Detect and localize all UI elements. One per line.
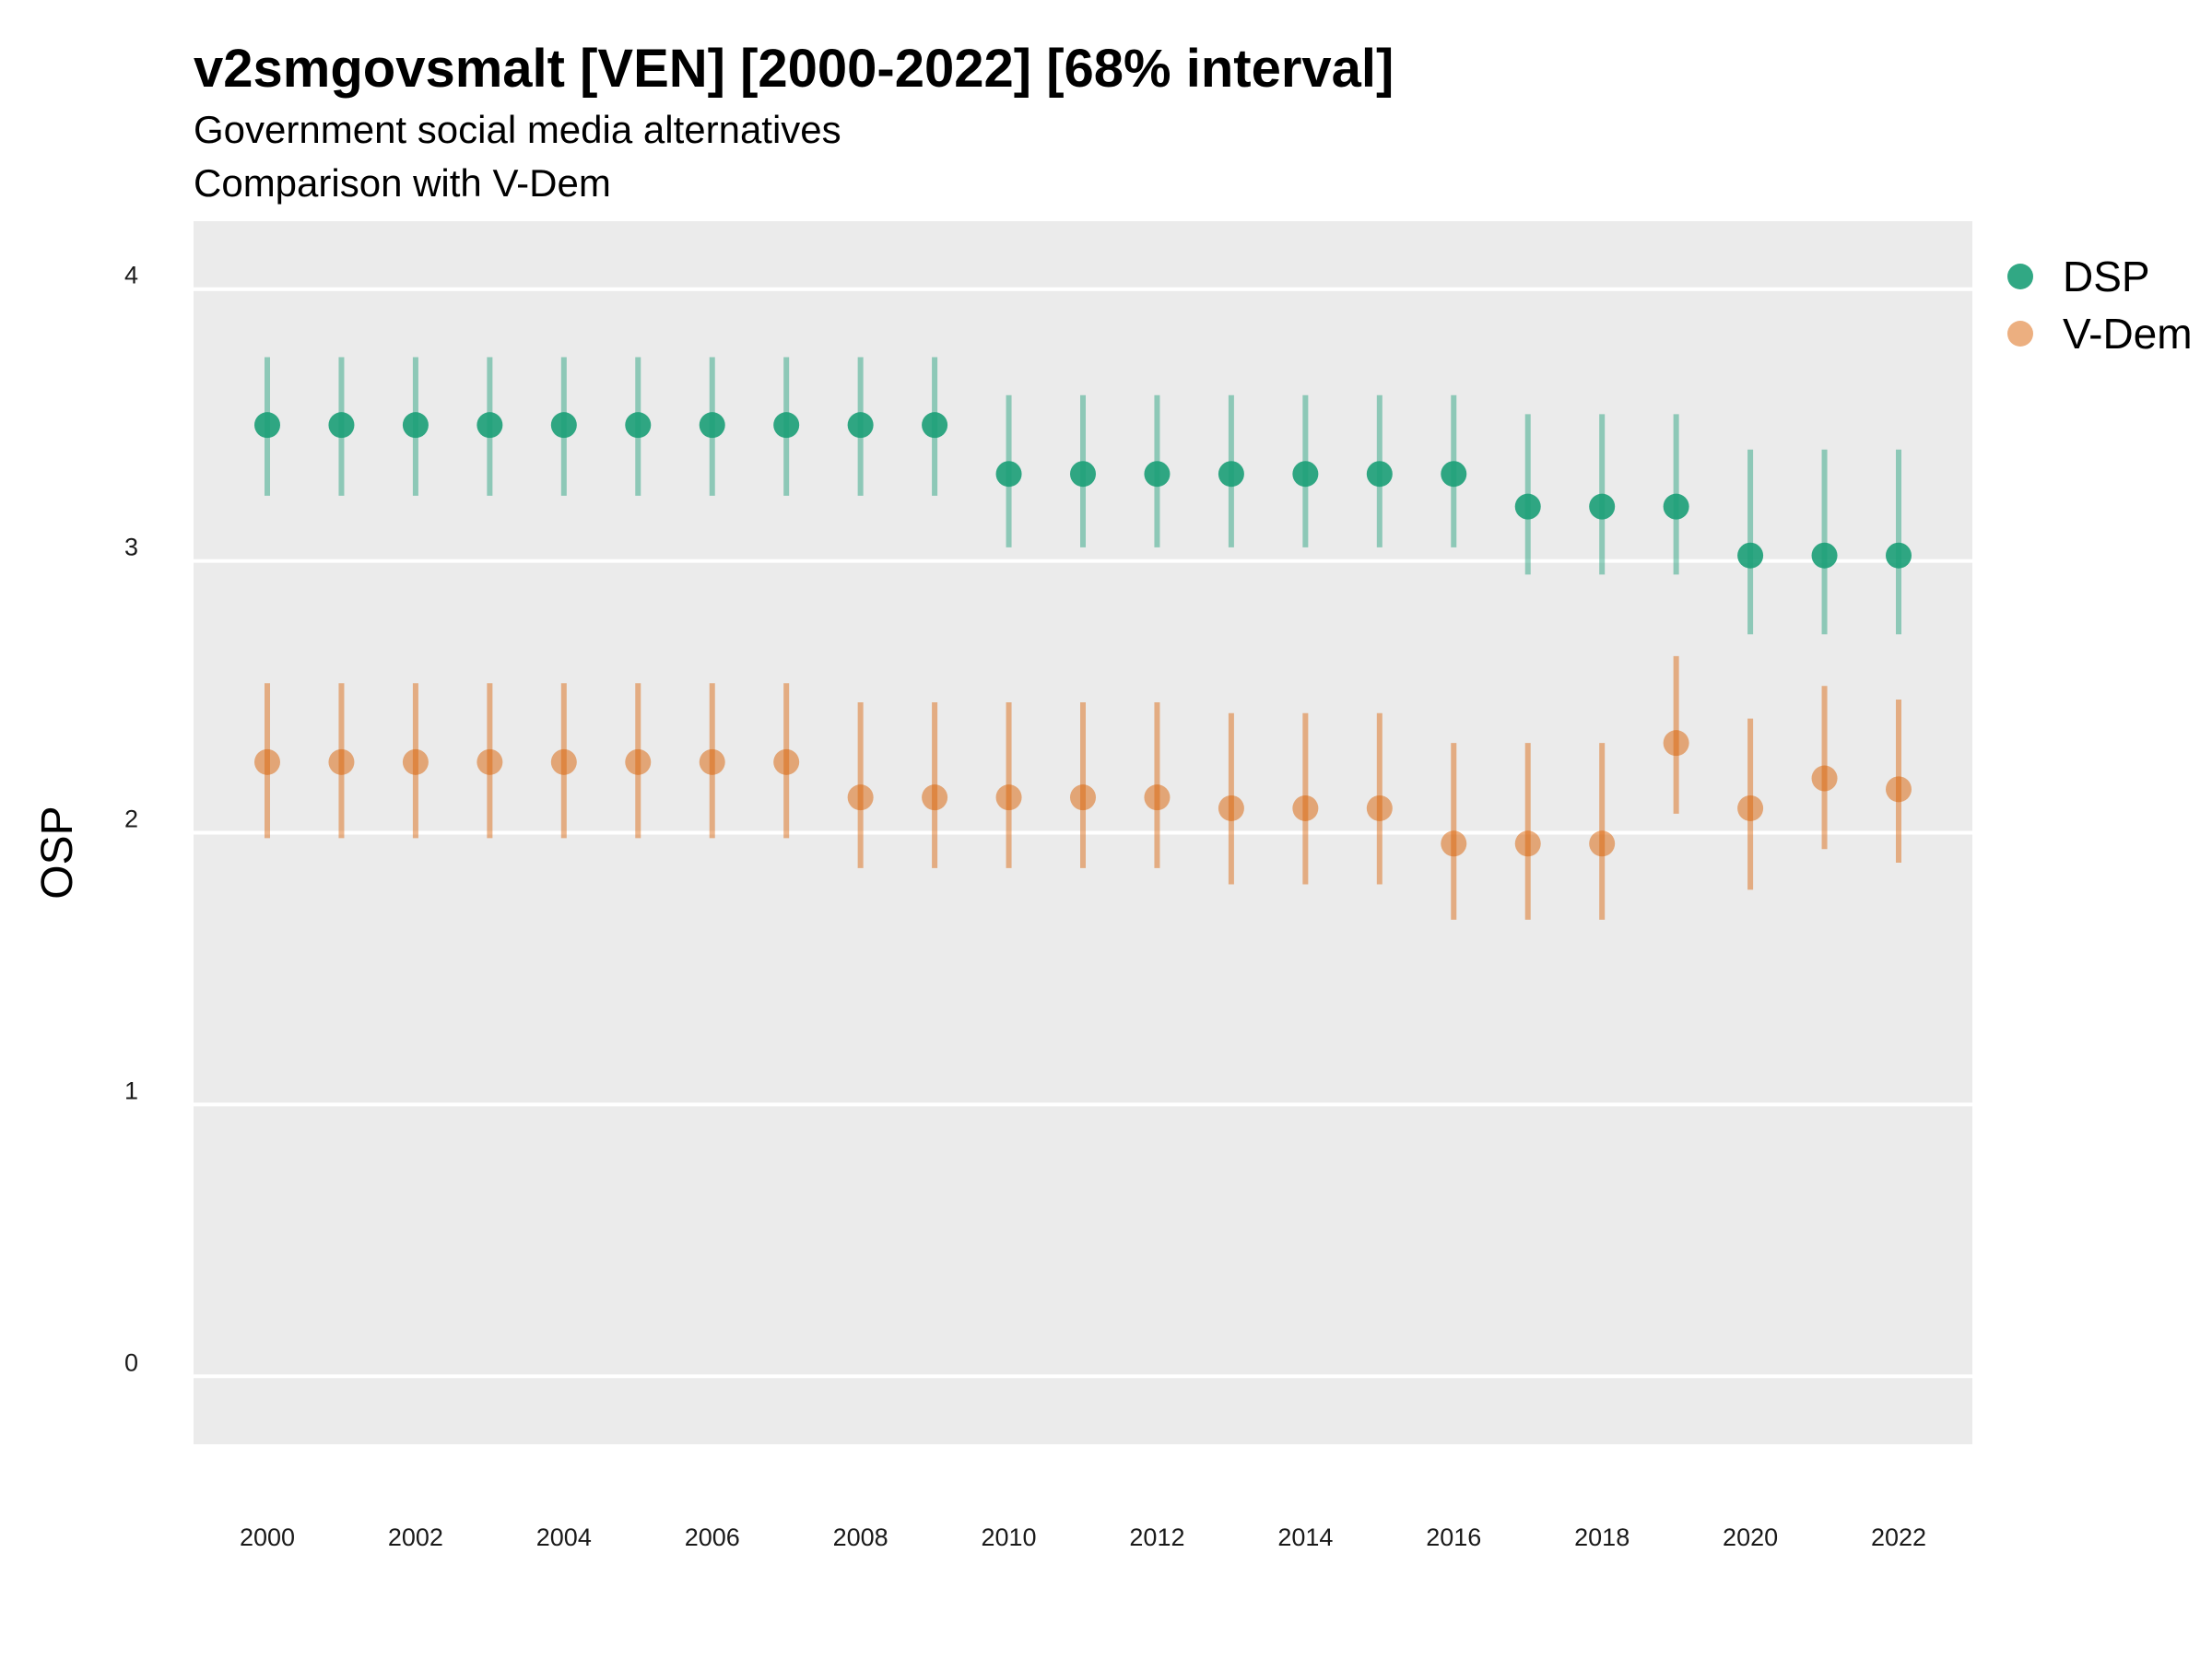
x-tick-label: 2002 bbox=[388, 1524, 443, 1551]
y-tick-label: 0 bbox=[124, 1348, 138, 1376]
x-tick-label: 2022 bbox=[1871, 1524, 1926, 1551]
x-tick-label: 2006 bbox=[685, 1524, 740, 1551]
x-tick-label: 2016 bbox=[1426, 1524, 1481, 1551]
x-tick-label: 2004 bbox=[536, 1524, 592, 1551]
x-tick-label: 2008 bbox=[833, 1524, 888, 1551]
v-dem-point bbox=[699, 748, 725, 775]
legend-label-dsp: DSP bbox=[2063, 253, 2150, 300]
v-dem-point bbox=[847, 784, 874, 811]
x-tick-label: 2010 bbox=[982, 1524, 1037, 1551]
chart-subtitle-line-2: Comparison with V-Dem bbox=[194, 161, 611, 205]
chart-title: v2smgovsmalt [VEN] [2000-2022] [68% inte… bbox=[194, 39, 1394, 99]
legend: DSP V-Dem bbox=[2007, 253, 2193, 358]
dsp-point bbox=[1218, 461, 1244, 488]
v-dem-point bbox=[1144, 784, 1171, 811]
v-dem-point bbox=[477, 748, 503, 775]
x-tick-label: 2018 bbox=[1574, 1524, 1630, 1551]
v-dem-point bbox=[1070, 784, 1096, 811]
v-dem-point bbox=[550, 748, 577, 775]
v-dem-point bbox=[1366, 794, 1393, 821]
dsp-point bbox=[995, 461, 1022, 488]
y-tick-label: 3 bbox=[124, 534, 138, 561]
x-tick-labels: 2000 2002 2004 2006 2008 2010 2012 2014 2016 2018… bbox=[240, 1524, 1926, 1551]
v-dem-point bbox=[1292, 794, 1319, 821]
v-dem-point bbox=[402, 748, 429, 775]
legend-label-v-dem: V-Dem bbox=[2063, 310, 2193, 358]
dsp-point bbox=[1663, 493, 1689, 520]
y-tick-label: 1 bbox=[124, 1077, 138, 1104]
x-tick-label: 2000 bbox=[240, 1524, 295, 1551]
dsp-point bbox=[402, 412, 429, 439]
data-marks bbox=[254, 357, 1912, 920]
dsp-point bbox=[1441, 461, 1467, 488]
y-tick-label: 4 bbox=[124, 262, 138, 289]
legend-swatch-dsp bbox=[2007, 264, 2033, 289]
dsp-point bbox=[1811, 542, 1838, 569]
series-v-dem bbox=[254, 655, 1912, 920]
v-dem-point bbox=[1811, 765, 1838, 792]
dsp-point bbox=[625, 412, 652, 439]
dsp-point bbox=[550, 412, 577, 439]
v-dem-point bbox=[1514, 830, 1541, 857]
legend-swatch-v-dem bbox=[2007, 321, 2033, 347]
v-dem-point bbox=[1589, 830, 1616, 857]
dsp-point bbox=[1292, 461, 1319, 488]
v-dem-point bbox=[1737, 794, 1764, 821]
x-tick-label: 2020 bbox=[1723, 1524, 1778, 1551]
x-tick-label: 2014 bbox=[1277, 1524, 1333, 1551]
x-tick-label: 2012 bbox=[1129, 1524, 1184, 1551]
dsp-point bbox=[328, 412, 355, 439]
y-tick-labels: 0 1 2 3 4 bbox=[124, 262, 138, 1377]
series-dsp bbox=[254, 357, 1912, 635]
y-gridlines bbox=[194, 287, 1972, 1379]
dsp-point bbox=[847, 412, 874, 439]
dsp-point bbox=[477, 412, 503, 439]
y-tick-label: 2 bbox=[124, 806, 138, 833]
v-dem-point bbox=[328, 748, 355, 775]
v-dem-point bbox=[773, 748, 800, 775]
v-dem-point bbox=[254, 748, 280, 775]
v-dem-point bbox=[995, 784, 1022, 811]
v-dem-point bbox=[922, 784, 948, 811]
dsp-point bbox=[699, 412, 725, 439]
dsp-point bbox=[1514, 493, 1541, 520]
dsp-point bbox=[1070, 461, 1096, 488]
dsp-point bbox=[773, 412, 800, 439]
dsp-point bbox=[1589, 493, 1616, 520]
dsp-point bbox=[922, 412, 948, 439]
v-dem-point bbox=[625, 748, 652, 775]
dsp-point bbox=[1144, 461, 1171, 488]
dsp-point bbox=[1737, 542, 1764, 569]
dsp-point bbox=[1886, 542, 1912, 569]
y-axis-label: OSP bbox=[33, 806, 82, 899]
v-dem-point bbox=[1441, 830, 1467, 857]
dsp-point bbox=[1366, 461, 1393, 488]
dsp-point bbox=[254, 412, 280, 439]
chart-subtitle-line-1: Government social media alternatives bbox=[194, 108, 841, 151]
v-dem-point bbox=[1886, 776, 1912, 803]
v-dem-point bbox=[1218, 794, 1244, 821]
v-dem-point bbox=[1663, 730, 1689, 757]
